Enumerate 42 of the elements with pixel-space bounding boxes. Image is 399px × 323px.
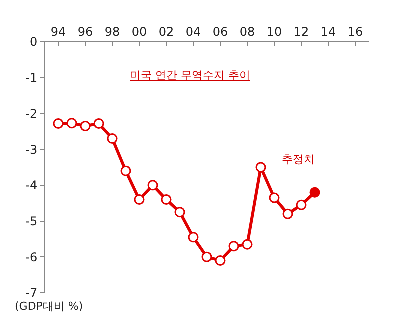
point [269,192,280,204]
point [282,208,294,220]
x-tick-label: 04 [186,25,202,40]
point [53,118,64,129]
x-tick-label: 02 [158,25,174,40]
y-tick-label: -2 [26,106,38,121]
point [120,166,132,176]
x-tick-label: 96 [78,25,94,40]
text: 미국 연간 무역수지 추이 [130,69,250,82]
x-tick-label: 98 [104,25,120,40]
y-tick-label: -7 [26,286,38,300]
point [161,194,172,206]
point [80,121,91,132]
point [66,118,78,129]
x-tick-label: 06 [212,25,228,40]
point [107,134,118,144]
y-tick-label: 0 [30,35,38,50]
point [188,232,199,243]
point [134,194,145,206]
point [215,255,226,266]
point [94,118,104,129]
point [148,180,158,191]
y-tick-label: -3 [26,142,38,157]
point [296,200,307,210]
point [202,252,212,262]
x-tick-label: 14 [320,25,336,40]
x-tick-label: 12 [294,25,310,40]
y-tick-label: -4 [26,178,38,193]
point [256,162,266,173]
y-axis-title: (GDP대비 %) [15,300,84,313]
x-tick-label: 94 [50,25,66,40]
point [228,241,240,252]
x-tick-label: 08 [240,25,256,40]
y-tick-label: -5 [26,214,38,228]
y-tick-label: -1 [26,71,38,86]
y-tick-label: -6 [26,250,38,264]
x-tick-label: 10 [266,25,282,40]
x-tick-label: 16 [348,25,364,40]
x-tick-label: 00 [132,25,148,40]
point [242,239,253,250]
point [174,207,186,218]
annotation: 추정치 [282,153,315,166]
